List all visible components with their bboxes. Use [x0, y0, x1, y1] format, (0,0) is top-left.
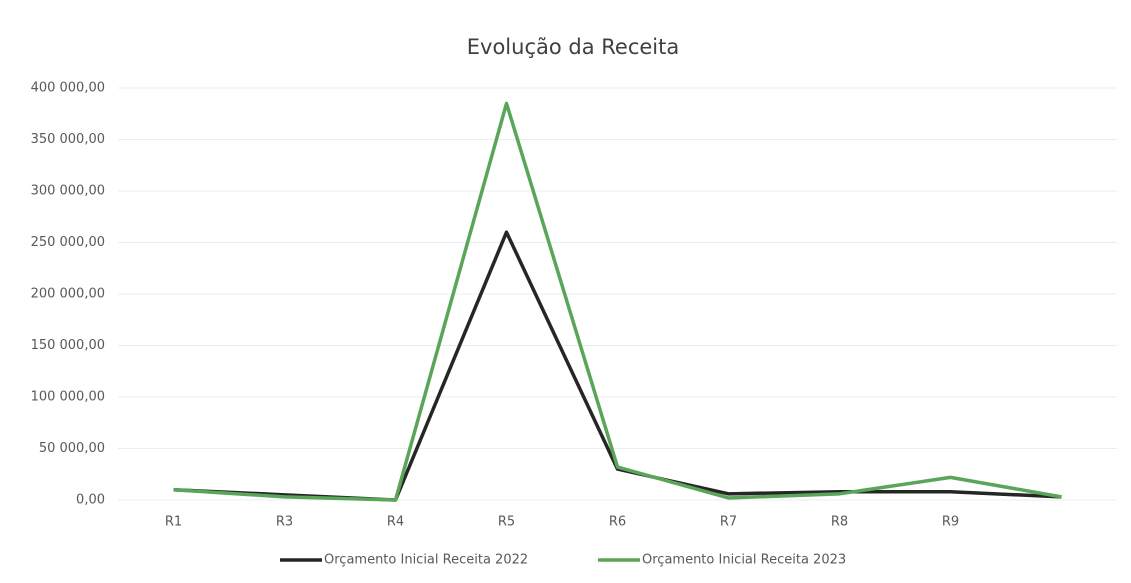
- y-tick-label: 150 000,00: [31, 338, 105, 353]
- x-tick-label: R9: [942, 515, 959, 530]
- legend-label: Orçamento Inicial Receita 2022: [324, 553, 528, 568]
- y-tick-label: 0,00: [76, 493, 105, 508]
- y-tick-label: 400 000,00: [31, 81, 105, 96]
- x-tick-label: R3: [276, 515, 293, 530]
- x-tick-label: R5: [498, 515, 515, 530]
- x-tick-label: R8: [831, 515, 848, 530]
- y-tick-label: 300 000,00: [31, 184, 105, 199]
- chart-title: Evolução da Receita: [467, 35, 679, 59]
- line-series: [173, 230, 1062, 502]
- y-tick-label: 350 000,00: [31, 132, 105, 147]
- y-tick-label: 100 000,00: [31, 390, 105, 405]
- x-tick-label: R4: [387, 515, 404, 530]
- x-tick-label: R1: [165, 515, 182, 530]
- y-tick-label: 50 000,00: [39, 441, 105, 456]
- y-tick-label: 250 000,00: [31, 235, 105, 250]
- x-tick-label: R6: [609, 515, 626, 530]
- y-tick-label: 200 000,00: [31, 287, 105, 302]
- legend-label: Orçamento Inicial Receita 2023: [642, 553, 846, 568]
- x-tick-label: R7: [720, 515, 737, 530]
- line-series: [173, 101, 1062, 502]
